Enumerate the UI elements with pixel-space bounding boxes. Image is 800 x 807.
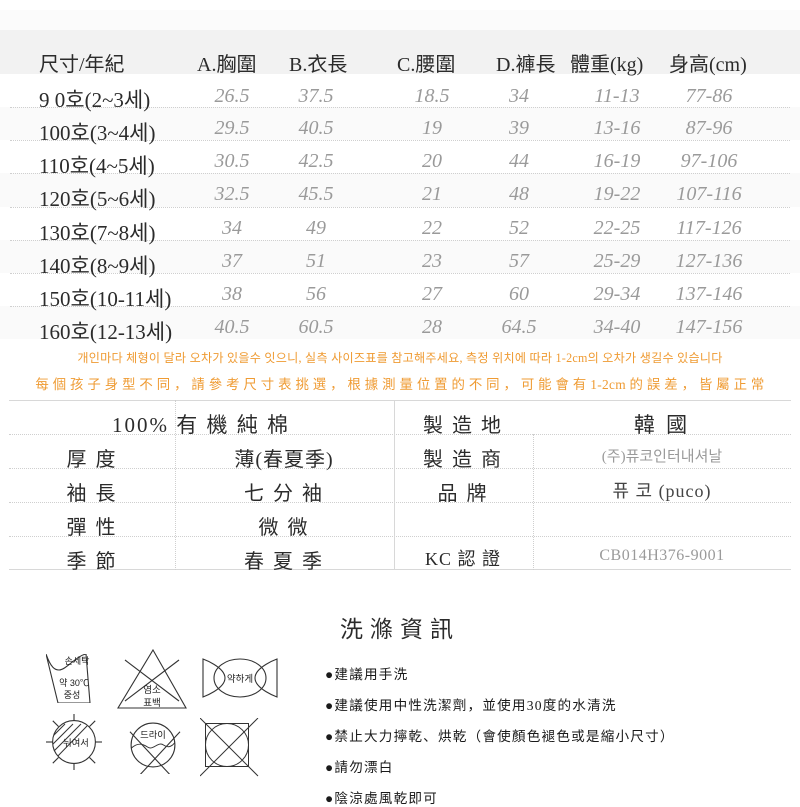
svg-text:중성: 중성	[64, 690, 81, 700]
svg-text:염소: 염소	[143, 685, 161, 696]
svg-text:손세탁: 손세탁	[65, 655, 90, 666]
svg-text:드라이: 드라이	[140, 730, 166, 740]
svg-text:뉘여서: 뉘여서	[63, 737, 89, 748]
svg-text:약하게: 약하게	[227, 673, 253, 685]
svg-text:약 30℃: 약 30℃	[59, 677, 89, 688]
svg-text:표백: 표백	[143, 698, 160, 709]
